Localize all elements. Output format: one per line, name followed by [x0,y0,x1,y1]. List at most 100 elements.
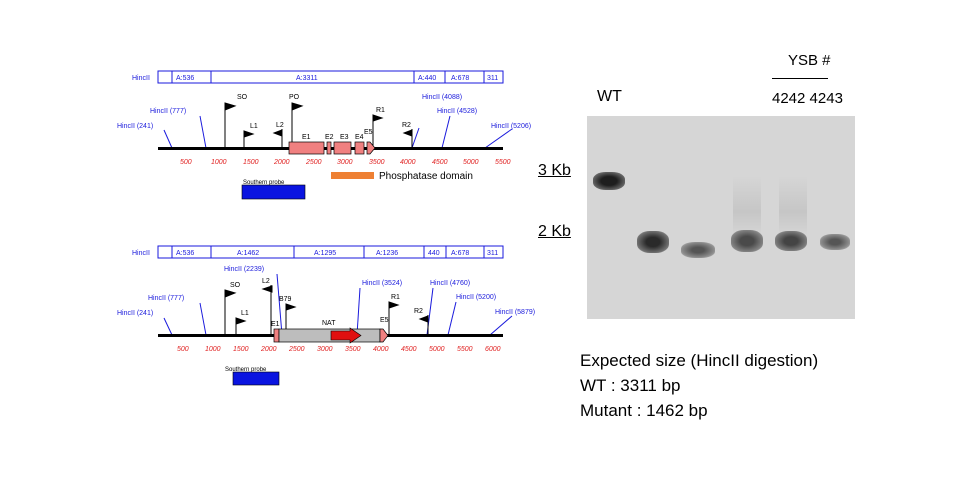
top-probe-label: Southern probe [243,180,285,186]
primer-label: R1 [376,107,385,114]
bottom-tick-label: 4500 [401,346,417,353]
primer-label: PO [289,94,300,101]
po-primer-flag [291,102,304,111]
bottom-hincii-site-label: HincII (241) [117,310,153,317]
southern-blot-gel [587,116,855,319]
marker-3kb-label: 3 Kb [538,162,571,179]
top-tick-label: 3500 [369,159,385,166]
bottom-segment-label: 440 [428,250,440,257]
bottom-southern-probe [232,371,280,386]
caption-line-1: Expected size (HincII digestion) [580,351,819,370]
bottom-tick-label: 3500 [345,346,361,353]
top-tick-label: 1000 [211,159,227,166]
top-tick-label: 5000 [463,159,479,166]
top-segment-label: HincII [132,75,150,82]
so-primer-flag [224,289,237,298]
gel-smear-lane5 [779,176,807,236]
primer-label: L1 [250,123,258,130]
caption-line-3: Mutant : 1462 bp [580,401,708,420]
bottom-hincii-site-label: HincII (777) [148,295,184,302]
bottom-hincii-site-label: HincII (5879) [495,309,535,316]
primer-label: R1 [391,294,400,301]
marker-2kb-label: 2 Kb [538,223,571,240]
bottom-tick-label: 4000 [373,346,389,353]
r2-primer-flag [418,315,429,323]
exon-label: E5 [380,317,389,324]
gel-band-lane2 [637,231,669,253]
primer-label: L2 [276,122,284,129]
bottom-segment-label: A:1295 [314,250,336,257]
top-segment-label: A:536 [176,75,194,82]
l2-primer-flag [272,129,283,137]
r2-primer-flag [402,129,413,137]
top-tick-label: 4500 [432,159,448,166]
caption-line-2: WT : 3311 bp [580,376,681,395]
bottom-segment-bar [157,245,504,259]
top-tick-label: 5500 [495,159,511,166]
top-segment-label: A:440 [418,75,436,82]
strain-lane-labels: 4242 4243 [772,90,843,107]
exon-label: E3 [340,134,349,141]
r1-primer-flag [388,301,400,309]
exon-e3 [333,141,352,155]
so-primer-flag [224,102,237,111]
gel-band-lane4 [731,230,763,252]
bottom-hincii-site-label: HincII (3524) [362,280,402,287]
exon-e5 [366,141,376,155]
bottom-segment-label: HincII [132,250,150,257]
gel-band-lane5 [775,231,807,251]
primer-label: B79 [279,296,292,303]
exon-label: E1 [271,321,280,328]
bottom-segment-label: A:1236 [376,250,398,257]
primer-label: SO [237,94,248,101]
exon-e1 [273,328,280,343]
top-segment-label: A:3311 [296,75,318,82]
gel-band-lane3 [681,242,715,258]
top-hincii-site-label: HincII (241) [117,123,153,130]
primer-label: L1 [241,310,249,317]
primer-label: R2 [414,308,423,315]
top-tick-label: 4000 [400,159,416,166]
nat-cassette [278,328,381,343]
wt-lane-label: WT [597,88,622,105]
bottom-tick-label: 1000 [205,346,221,353]
top-segment-label: A:678 [451,75,469,82]
exon-label: E2 [325,134,334,141]
bottom-probe-label: Southern probe [225,367,267,373]
bottom-segment-label: A:678 [451,250,469,257]
bottom-hincii-site-label: HincII (2239) [224,266,264,273]
top-gene-map: HincII A:536 A:3311 A:440 A:678 311 Hinc… [117,70,535,386]
b79-primer-flag [285,303,297,311]
top-tick-label: 2500 [305,159,322,166]
bottom-tick-label: 500 [177,346,189,353]
nat-label: NAT [322,320,336,327]
primer-label: SO [230,282,241,289]
primer-label: L2 [262,278,270,285]
exon-e1 [288,141,325,155]
top-tick-label: 2000 [273,159,290,166]
top-hincii-site-label: HincII (5206) [491,123,531,130]
top-hincii-site-label: HincII (777) [150,108,186,115]
exon-e5 [379,328,389,343]
l1-primer-flag [235,317,247,325]
bottom-hincii-site-label: HincII (5200) [456,294,496,301]
nat-arrow [330,327,362,344]
phosphatase-domain-bar [331,172,374,179]
bottom-tick-label: 5500 [457,346,473,353]
bottom-segment-label: 311 [487,250,498,257]
bottom-hincii-site-label: HincII (4760) [430,280,470,287]
top-tick-label: 500 [180,159,192,166]
ysb-group-underline [772,78,828,79]
gel-smear-lane4 [733,176,761,236]
bottom-tick-label: 3000 [317,346,333,353]
bottom-segment-label: A:1462 [237,250,259,257]
top-segment-label: 311 [487,75,498,82]
top-hincii-site-label: HincII (4528) [437,108,477,115]
exon-label: E1 [302,134,311,141]
exon-label: E4 [355,134,364,141]
bottom-segment-label: A:536 [176,250,194,257]
l2-primer-flag [261,285,273,293]
top-southern-probe [241,184,306,200]
gel-band-wt [593,172,625,190]
exon-label: E5 [364,129,373,136]
